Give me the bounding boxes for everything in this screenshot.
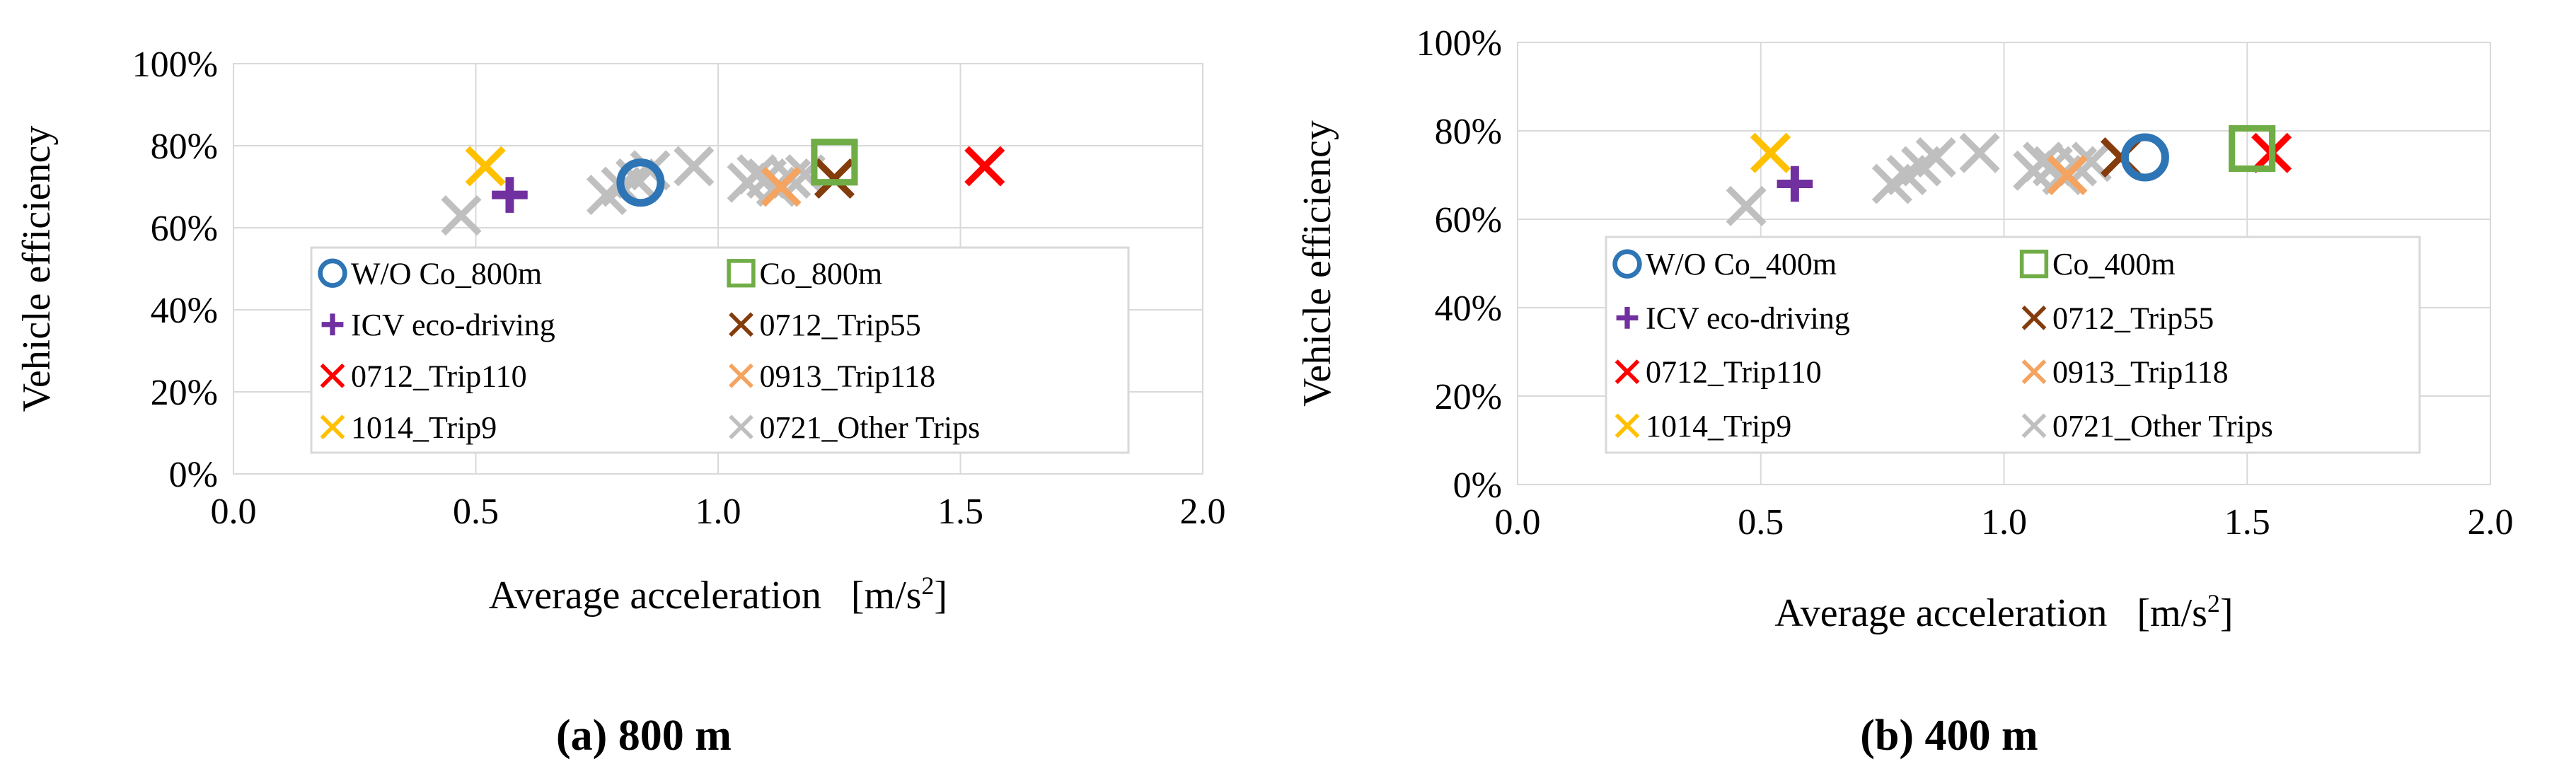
legend-marker: [320, 414, 345, 440]
data-point: [814, 158, 855, 199]
x-axis-unit-end: ]: [934, 574, 947, 617]
data-point: [441, 195, 482, 236]
x-axis-label: Average acceleration [m/s2]: [1774, 589, 2233, 635]
x-tick-label: 1.5: [937, 492, 983, 532]
legend-entry-label: 0712_Trip110: [351, 359, 527, 393]
x-tick-label: 1.5: [2224, 502, 2270, 543]
x-tick-label: 0.5: [453, 492, 499, 532]
data-point: [2120, 133, 2169, 182]
legend-marker: [729, 312, 753, 337]
chart-b: 0% 20% 40% 60% 80% 100% 0.0 0.5 1.0 1.5 2.0 Vehicle…: [1295, 23, 2514, 760]
y-tick-label: 60%: [1435, 200, 1502, 240]
legend-entry-label: 0712_Trip55: [2052, 301, 2214, 335]
legend-entry-label: 0913_Trip118: [760, 359, 936, 393]
y-tick-label: 100%: [1416, 23, 1502, 64]
y-axis-label: Vehicle efficiency: [1295, 120, 1339, 407]
y-tick-label: 100%: [132, 45, 218, 85]
charts-root: 0%20%40%60%80%100%0.0 0.5 1.0 1.5 2.0Vehicle…: [15, 23, 2514, 760]
legend-entry-label: W/O Co_800m: [351, 256, 542, 291]
legend-marker: [318, 258, 347, 288]
y-tick-label: 40%: [1435, 289, 1502, 329]
y-tick-label: 20%: [1435, 377, 1502, 417]
data-point: [465, 146, 506, 187]
legend-box: [1605, 236, 2421, 454]
legend-marker: [2019, 249, 2049, 279]
legend-marker: [1615, 359, 1640, 385]
x-tick-label: 1.0: [695, 492, 741, 532]
x-axis-label-text: Average acceleration [m/s: [1774, 591, 2207, 635]
data-point: [964, 146, 1005, 187]
y-tick-label: 40%: [151, 291, 218, 331]
legend-entry-label: 0913_Trip118: [2052, 355, 2229, 390]
legend-marker: [729, 363, 753, 388]
x-tick-label: 0.5: [1738, 502, 1784, 543]
legend-entry-label: ICV eco-driving: [1646, 301, 1850, 335]
data-point: [2047, 154, 2088, 196]
y-tick-label: 0%: [1453, 465, 1502, 506]
legend-marker: [2021, 359, 2047, 385]
x-tick-label: 0.0: [1495, 502, 1541, 543]
data-point: [616, 158, 665, 207]
legend-entry-label: 1014_Trip9: [351, 410, 497, 445]
data-point: [1750, 132, 1791, 173]
data-point: [1915, 137, 1956, 178]
data-point: [1959, 132, 2000, 173]
legend-entry-label: 0712_Trip55: [760, 308, 921, 342]
legend-marker: [2021, 413, 2047, 439]
data-point: [1777, 166, 1813, 202]
legend-marker: [2021, 305, 2047, 330]
x-axis-unit-superscript: 2: [921, 572, 934, 600]
x-axis-label-text: Average acceleration [m/s: [489, 574, 922, 617]
x-tick-label: 0.0: [211, 492, 257, 532]
subfigure-caption: (a) 800 m: [556, 712, 732, 760]
y-tick-label: 20%: [151, 373, 218, 413]
legend-marker: [320, 363, 345, 388]
y-tick-label: 60%: [151, 209, 218, 249]
data-point: [737, 154, 778, 195]
chart-a: 0% 20% 40% 60% 80% 100% 0.0 0.5 1.0 1.5 2.0 Vehicle…: [15, 45, 1226, 760]
y-axis-label: Vehicle efficiency: [15, 126, 59, 412]
legend-entry-label: W/O Co_400m: [1646, 247, 1837, 282]
x-tick-label: 2.0: [1180, 492, 1226, 532]
data-point: [2229, 124, 2276, 173]
legend-marker: [321, 313, 344, 336]
legend-marker: [729, 414, 753, 440]
legend-entry-label: Co_800m: [760, 256, 883, 291]
legend-entry-label: 0712_Trip110: [1646, 355, 1822, 390]
x-tick-label: 1.0: [1981, 502, 2027, 543]
data-point: [811, 139, 858, 186]
legend-box: [310, 246, 1130, 454]
data-point: [2022, 141, 2064, 182]
data-point: [761, 166, 802, 207]
y-tick-label: 80%: [151, 127, 218, 167]
legend-entry-label: 0721_Other Trips: [2052, 409, 2273, 443]
legend-marker: [1616, 306, 1639, 329]
x-axis-label: Average acceleration [m/s2]: [489, 572, 947, 617]
x-tick-label: 2.0: [2468, 502, 2514, 543]
data-point: [674, 146, 715, 187]
legend-entry-label: Co_400m: [2052, 247, 2176, 282]
legend-entry-label: 0721_Other Trips: [760, 410, 981, 445]
subfigure-caption: (b) 400 m: [1860, 712, 2038, 760]
x-axis-unit-superscript: 2: [2207, 589, 2220, 617]
legend-marker: [1612, 249, 1642, 279]
data-point: [492, 177, 528, 213]
x-axis-unit-end: ]: [2220, 591, 2234, 635]
legend-entry-label: ICV eco-driving: [351, 308, 555, 342]
legend-marker: [1615, 413, 1640, 439]
data-point: [1726, 185, 1767, 226]
y-tick-label: 0%: [169, 455, 218, 495]
y-tick-label: 80%: [1435, 112, 1502, 152]
legend-entry-label: 1014_Trip9: [1646, 409, 1791, 443]
legend-marker: [727, 259, 756, 288]
